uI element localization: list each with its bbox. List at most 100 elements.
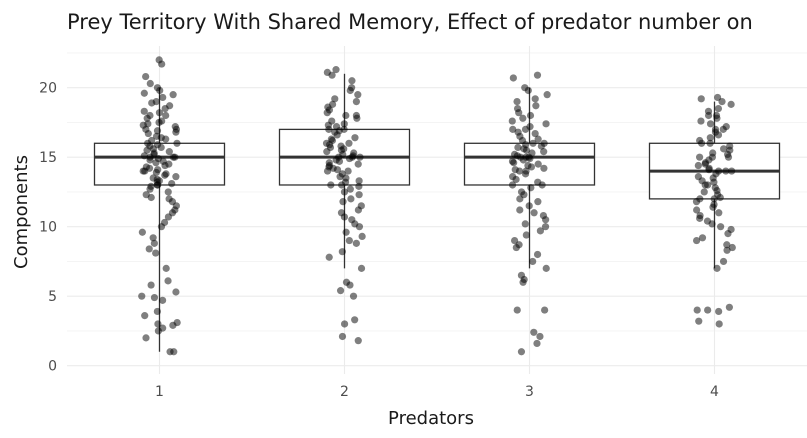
data-point: [338, 332, 347, 341]
data-point: [705, 166, 713, 174]
data-point: [340, 120, 348, 128]
data-point: [161, 161, 169, 170]
data-point: [526, 154, 534, 163]
data-point: [143, 114, 151, 122]
data-point: [168, 179, 176, 188]
data-point: [327, 181, 335, 189]
data-point: [516, 195, 524, 203]
data-point: [519, 278, 527, 286]
data-point: [145, 245, 153, 253]
data-point: [534, 160, 542, 168]
y-tick-label: 15: [39, 150, 57, 166]
data-point: [508, 181, 517, 189]
data-point: [336, 173, 344, 181]
data-point: [354, 206, 362, 214]
data-point: [354, 337, 362, 345]
data-point: [138, 228, 146, 236]
data-point: [147, 193, 155, 202]
data-point: [534, 198, 542, 206]
data-point: [716, 193, 724, 202]
data-point: [332, 66, 340, 74]
data-point: [354, 160, 362, 168]
data-point: [509, 74, 517, 82]
data-point: [150, 239, 158, 247]
data-point: [521, 170, 530, 178]
data-point: [149, 234, 157, 242]
data-point: [710, 178, 718, 186]
data-point: [335, 157, 344, 165]
x-tick-label: 2: [340, 384, 349, 400]
data-point: [722, 167, 730, 175]
data-point: [713, 264, 721, 272]
data-point: [345, 236, 353, 245]
x-tick-label: 4: [710, 384, 719, 400]
data-point: [338, 181, 346, 189]
data-point: [541, 223, 550, 231]
data-point: [693, 236, 701, 245]
data-point: [512, 175, 520, 184]
data-point: [697, 117, 705, 125]
data-point: [715, 320, 723, 328]
data-point: [696, 153, 704, 161]
data-point: [161, 104, 169, 113]
data-point: [723, 241, 731, 249]
data-point: [692, 198, 701, 206]
data-point: [152, 249, 160, 257]
data-point: [164, 213, 173, 221]
data-point: [527, 184, 535, 192]
data-point: [529, 257, 537, 266]
data-point: [536, 332, 544, 341]
data-point: [357, 264, 366, 272]
data-point: [158, 60, 166, 68]
data-point: [531, 95, 539, 103]
data-point: [172, 288, 180, 296]
data-point: [147, 281, 155, 289]
data-point: [152, 168, 160, 177]
data-point: [351, 134, 359, 142]
data-point: [161, 171, 169, 179]
data-point: [346, 185, 354, 193]
data-point: [541, 306, 549, 314]
data-point: [164, 188, 172, 196]
data-point: [352, 239, 360, 247]
data-point: [356, 153, 364, 161]
data-point: [346, 86, 354, 95]
x-tick-label: 1: [155, 384, 164, 400]
data-point: [153, 307, 161, 316]
y-tick-label: 10: [39, 220, 57, 236]
data-point: [698, 234, 707, 242]
data-point: [342, 228, 350, 236]
data-point: [525, 202, 533, 210]
data-point: [348, 77, 356, 85]
data-point: [719, 125, 727, 133]
data-point: [714, 131, 723, 139]
data-point: [529, 139, 537, 147]
data-point: [524, 86, 532, 95]
data-point: [345, 139, 353, 147]
data-point: [323, 148, 331, 156]
data-point: [331, 95, 339, 103]
data-point: [693, 306, 701, 314]
data-point: [706, 120, 715, 128]
data-point: [693, 206, 701, 214]
data-point: [710, 195, 718, 203]
data-point: [148, 99, 156, 107]
data-point: [355, 177, 363, 185]
data-point: [521, 220, 529, 228]
data-point: [727, 100, 735, 108]
data-point: [141, 312, 149, 320]
data-point: [700, 188, 708, 196]
data-point: [696, 214, 704, 222]
data-point: [347, 195, 355, 203]
data-point: [146, 156, 154, 164]
data-point: [340, 188, 349, 196]
data-point: [146, 79, 154, 88]
data-point: [728, 243, 736, 252]
data-point: [697, 95, 705, 103]
data-point: [519, 114, 527, 122]
data-point: [695, 317, 703, 325]
data-point: [158, 296, 167, 304]
data-point: [519, 156, 528, 164]
data-point: [715, 209, 723, 217]
